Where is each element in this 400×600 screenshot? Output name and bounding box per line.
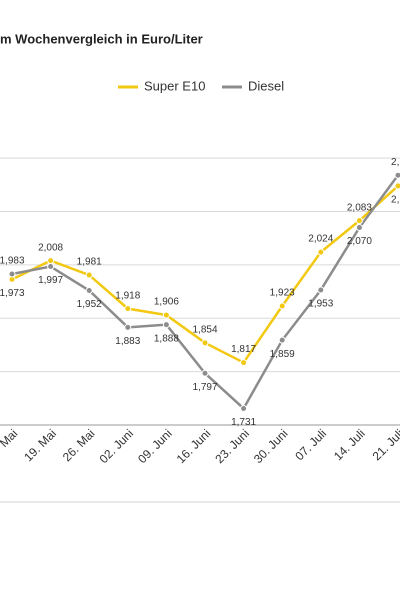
x-tick-label: 26. Mai [60, 426, 98, 464]
legend-label: Super E10 [144, 78, 205, 93]
data-point [85, 271, 93, 279]
data-point [240, 404, 248, 412]
data-label: 1,923 [270, 288, 295, 299]
data-point [355, 224, 363, 232]
x-tick-label: 07. Juli [292, 426, 329, 463]
data-point [240, 359, 248, 367]
series-line [11, 185, 399, 365]
x-tick-label: 16. Juni [174, 426, 214, 466]
data-label: 1,997 [38, 275, 63, 286]
x-tick-label: Mai [0, 426, 20, 450]
data-label: 1,952 [77, 299, 102, 310]
data-point [317, 286, 325, 294]
data-point [162, 311, 170, 319]
data-point [47, 263, 55, 271]
data-point [355, 217, 363, 225]
data-label: 1,854 [192, 324, 217, 335]
data-label: 1,731 [231, 417, 256, 428]
data-point [278, 336, 286, 344]
data-label: 2,070 [347, 236, 372, 247]
data-label: 1,981 [77, 257, 102, 268]
data-label: 2,1 [391, 157, 400, 168]
data-label: 2,083 [347, 202, 372, 213]
data-label: 2,024 [308, 234, 333, 245]
x-tick-label: 14. Juli [331, 426, 368, 463]
x-tick-label: 09. Juni [135, 426, 175, 466]
x-tick-label: 21. Juli [370, 426, 400, 463]
data-point [278, 302, 286, 310]
x-tick-label: 02. Juni [97, 426, 137, 466]
data-point [47, 257, 55, 265]
data-point [162, 321, 170, 329]
data-label: 1,797 [192, 382, 217, 393]
data-label: 2,1 [391, 195, 400, 206]
x-tick-label: 23. Juni [212, 426, 252, 466]
chart-title: m Wochenvergleich in Euro/Liter [0, 31, 203, 46]
data-point [317, 248, 325, 256]
x-tick-label: 30. Juni [251, 426, 291, 466]
data-point [124, 323, 132, 331]
data-point [124, 305, 132, 313]
data-label: 1,888 [154, 333, 179, 344]
data-label: 1,859 [270, 349, 295, 360]
data-point [201, 369, 209, 377]
data-label: 1,883 [115, 336, 140, 347]
legend-label: Diesel [248, 78, 284, 93]
data-point [201, 339, 209, 347]
data-point [394, 182, 400, 190]
data-label: 1,918 [115, 290, 140, 301]
data-label: 1,983 [0, 256, 25, 267]
x-tick-label: 19. Mai [21, 426, 59, 464]
data-label: 1,973 [0, 288, 25, 299]
data-label: 1,953 [308, 299, 333, 310]
data-label: 1,817 [231, 344, 256, 355]
data-label: 1,906 [154, 297, 179, 308]
data-label: 2,008 [38, 242, 63, 253]
data-point [394, 171, 400, 179]
data-point [8, 270, 16, 278]
data-point [85, 287, 93, 295]
